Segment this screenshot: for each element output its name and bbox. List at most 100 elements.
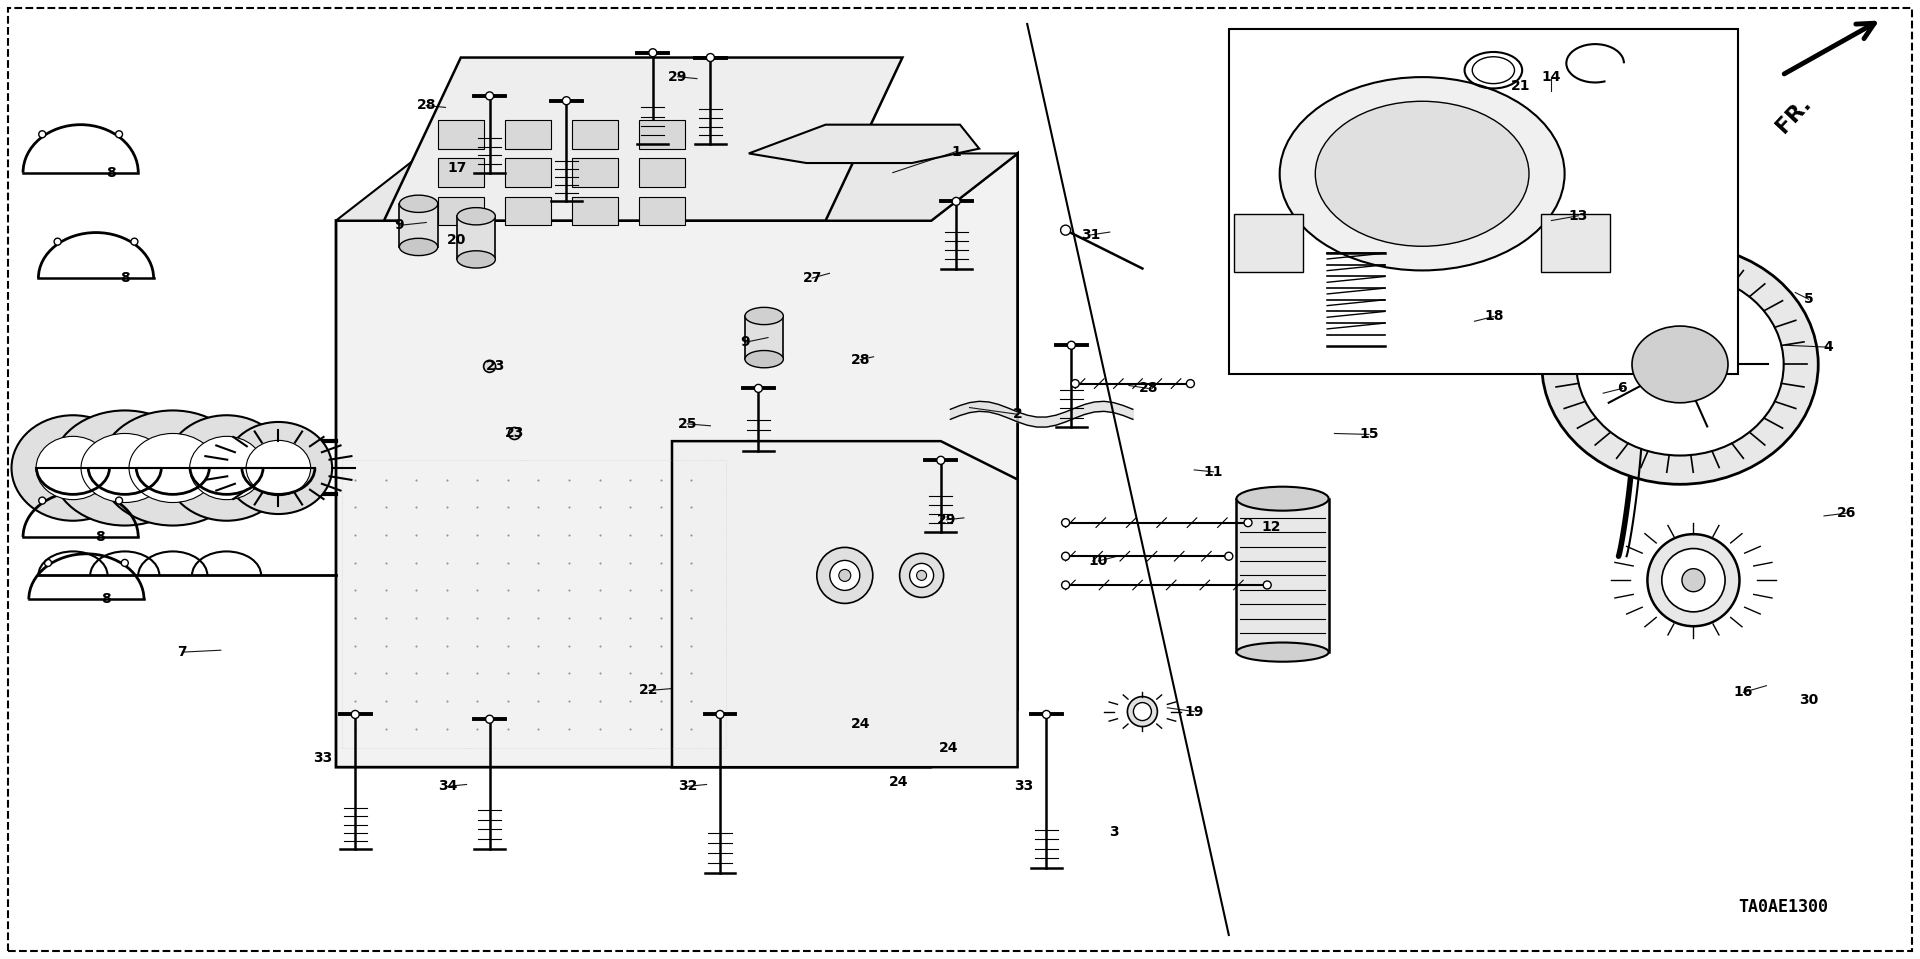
Ellipse shape [190,436,263,500]
Text: 18: 18 [1484,310,1503,323]
Circle shape [707,54,714,61]
Polygon shape [336,153,1018,767]
Circle shape [38,497,46,504]
Ellipse shape [129,433,217,503]
Circle shape [1682,569,1705,592]
Circle shape [1663,549,1724,612]
Circle shape [44,559,52,567]
Text: 23: 23 [486,360,505,373]
Bar [438,120,484,149]
Text: 30: 30 [1799,693,1818,707]
Text: 19: 19 [1185,705,1204,718]
Text: 29: 29 [937,513,956,526]
Circle shape [1062,519,1069,526]
Ellipse shape [165,415,288,521]
Ellipse shape [100,410,246,526]
Bar [1235,214,1304,271]
Circle shape [486,92,493,100]
Ellipse shape [12,415,134,521]
Text: 24: 24 [939,741,958,755]
Text: 33: 33 [313,751,332,764]
Text: 9: 9 [394,219,405,232]
Text: 8: 8 [94,530,106,544]
Ellipse shape [1576,273,1784,456]
Ellipse shape [399,196,438,212]
Circle shape [121,559,129,567]
Circle shape [1062,552,1069,560]
Text: 16: 16 [1734,686,1753,699]
Text: 2: 2 [1012,408,1023,421]
Text: 14: 14 [1542,70,1561,83]
Circle shape [563,97,570,105]
Circle shape [54,238,61,246]
Circle shape [131,238,138,246]
Ellipse shape [457,208,495,224]
Bar [342,460,726,748]
Text: 28: 28 [417,99,436,112]
Text: 20: 20 [447,233,467,246]
Text: 24: 24 [889,775,908,788]
Circle shape [484,361,495,372]
Text: 31: 31 [1081,228,1100,242]
Bar [639,120,685,149]
Circle shape [1071,380,1079,387]
Bar [1236,499,1329,652]
Circle shape [1068,341,1075,349]
Text: 1: 1 [950,145,962,158]
Text: 6: 6 [1617,382,1628,395]
Text: 3: 3 [1108,826,1119,839]
Text: 23: 23 [505,427,524,440]
Circle shape [351,711,359,718]
Text: 13: 13 [1569,209,1588,222]
Text: 17: 17 [447,161,467,175]
Ellipse shape [1236,643,1329,662]
Circle shape [115,497,123,504]
Circle shape [816,548,874,603]
Bar [572,197,618,225]
Circle shape [716,711,724,718]
Circle shape [916,571,927,580]
Text: 33: 33 [1014,780,1033,793]
Ellipse shape [36,436,109,500]
Text: 10: 10 [1089,554,1108,568]
Circle shape [486,715,493,723]
Text: 25: 25 [678,417,697,431]
Text: 15: 15 [1359,428,1379,441]
Circle shape [1187,380,1194,387]
Ellipse shape [745,350,783,367]
Bar [572,158,618,187]
Text: 8: 8 [119,271,131,285]
Circle shape [1225,552,1233,560]
Bar [505,120,551,149]
Text: 29: 29 [668,70,687,83]
Ellipse shape [1279,77,1565,270]
Polygon shape [336,153,1018,221]
Circle shape [900,553,943,597]
Ellipse shape [225,422,332,514]
Ellipse shape [1542,245,1818,484]
Bar [639,158,685,187]
Text: 5: 5 [1803,292,1814,306]
Text: 32: 32 [678,780,697,793]
Bar [438,158,484,187]
Ellipse shape [457,250,495,269]
Circle shape [829,560,860,591]
Text: 26: 26 [1837,506,1857,520]
Circle shape [937,456,945,464]
Polygon shape [384,58,902,221]
Circle shape [1043,711,1050,718]
Ellipse shape [1315,102,1528,246]
Circle shape [38,130,46,138]
Ellipse shape [52,410,198,526]
Ellipse shape [399,239,438,255]
Text: 9: 9 [739,336,751,349]
Text: 27: 27 [803,271,822,285]
Circle shape [1647,534,1740,626]
Ellipse shape [246,440,311,496]
Ellipse shape [81,433,169,503]
Circle shape [115,130,123,138]
Polygon shape [672,441,1018,767]
Text: 22: 22 [639,684,659,697]
Bar [639,197,685,225]
Text: 8: 8 [106,166,117,179]
